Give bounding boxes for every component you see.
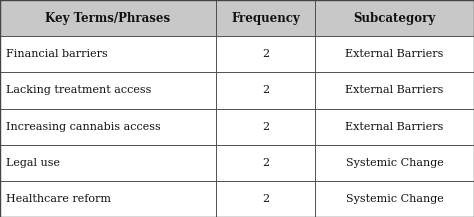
Bar bbox=[216, 108, 315, 145]
Text: Legal use: Legal use bbox=[6, 158, 60, 168]
Bar bbox=[315, 36, 474, 72]
Bar bbox=[216, 36, 315, 72]
Text: Key Terms/Phrases: Key Terms/Phrases bbox=[46, 12, 170, 25]
Bar bbox=[315, 181, 474, 217]
Text: Subcategory: Subcategory bbox=[354, 12, 436, 25]
Text: 2: 2 bbox=[262, 49, 269, 59]
Text: Systemic Change: Systemic Change bbox=[346, 194, 444, 204]
Text: External Barriers: External Barriers bbox=[346, 49, 444, 59]
Text: External Barriers: External Barriers bbox=[346, 85, 444, 95]
Bar bbox=[315, 108, 474, 145]
Text: 2: 2 bbox=[262, 122, 269, 132]
Bar bbox=[315, 72, 474, 108]
Text: Systemic Change: Systemic Change bbox=[346, 158, 444, 168]
Bar bbox=[216, 0, 315, 36]
Bar bbox=[216, 181, 315, 217]
Bar bbox=[0, 72, 216, 108]
Bar bbox=[0, 36, 216, 72]
Bar bbox=[0, 0, 216, 36]
Text: Frequency: Frequency bbox=[231, 12, 300, 25]
Bar bbox=[0, 108, 216, 145]
Bar bbox=[315, 0, 474, 36]
Text: Financial barriers: Financial barriers bbox=[6, 49, 108, 59]
Text: Lacking treatment access: Lacking treatment access bbox=[6, 85, 151, 95]
Text: 2: 2 bbox=[262, 194, 269, 204]
Bar bbox=[216, 145, 315, 181]
Text: 2: 2 bbox=[262, 85, 269, 95]
Bar bbox=[216, 72, 315, 108]
Bar bbox=[315, 145, 474, 181]
Text: Healthcare reform: Healthcare reform bbox=[6, 194, 111, 204]
Bar bbox=[0, 181, 216, 217]
Bar bbox=[0, 145, 216, 181]
Text: External Barriers: External Barriers bbox=[346, 122, 444, 132]
Text: Increasing cannabis access: Increasing cannabis access bbox=[6, 122, 160, 132]
Text: 2: 2 bbox=[262, 158, 269, 168]
